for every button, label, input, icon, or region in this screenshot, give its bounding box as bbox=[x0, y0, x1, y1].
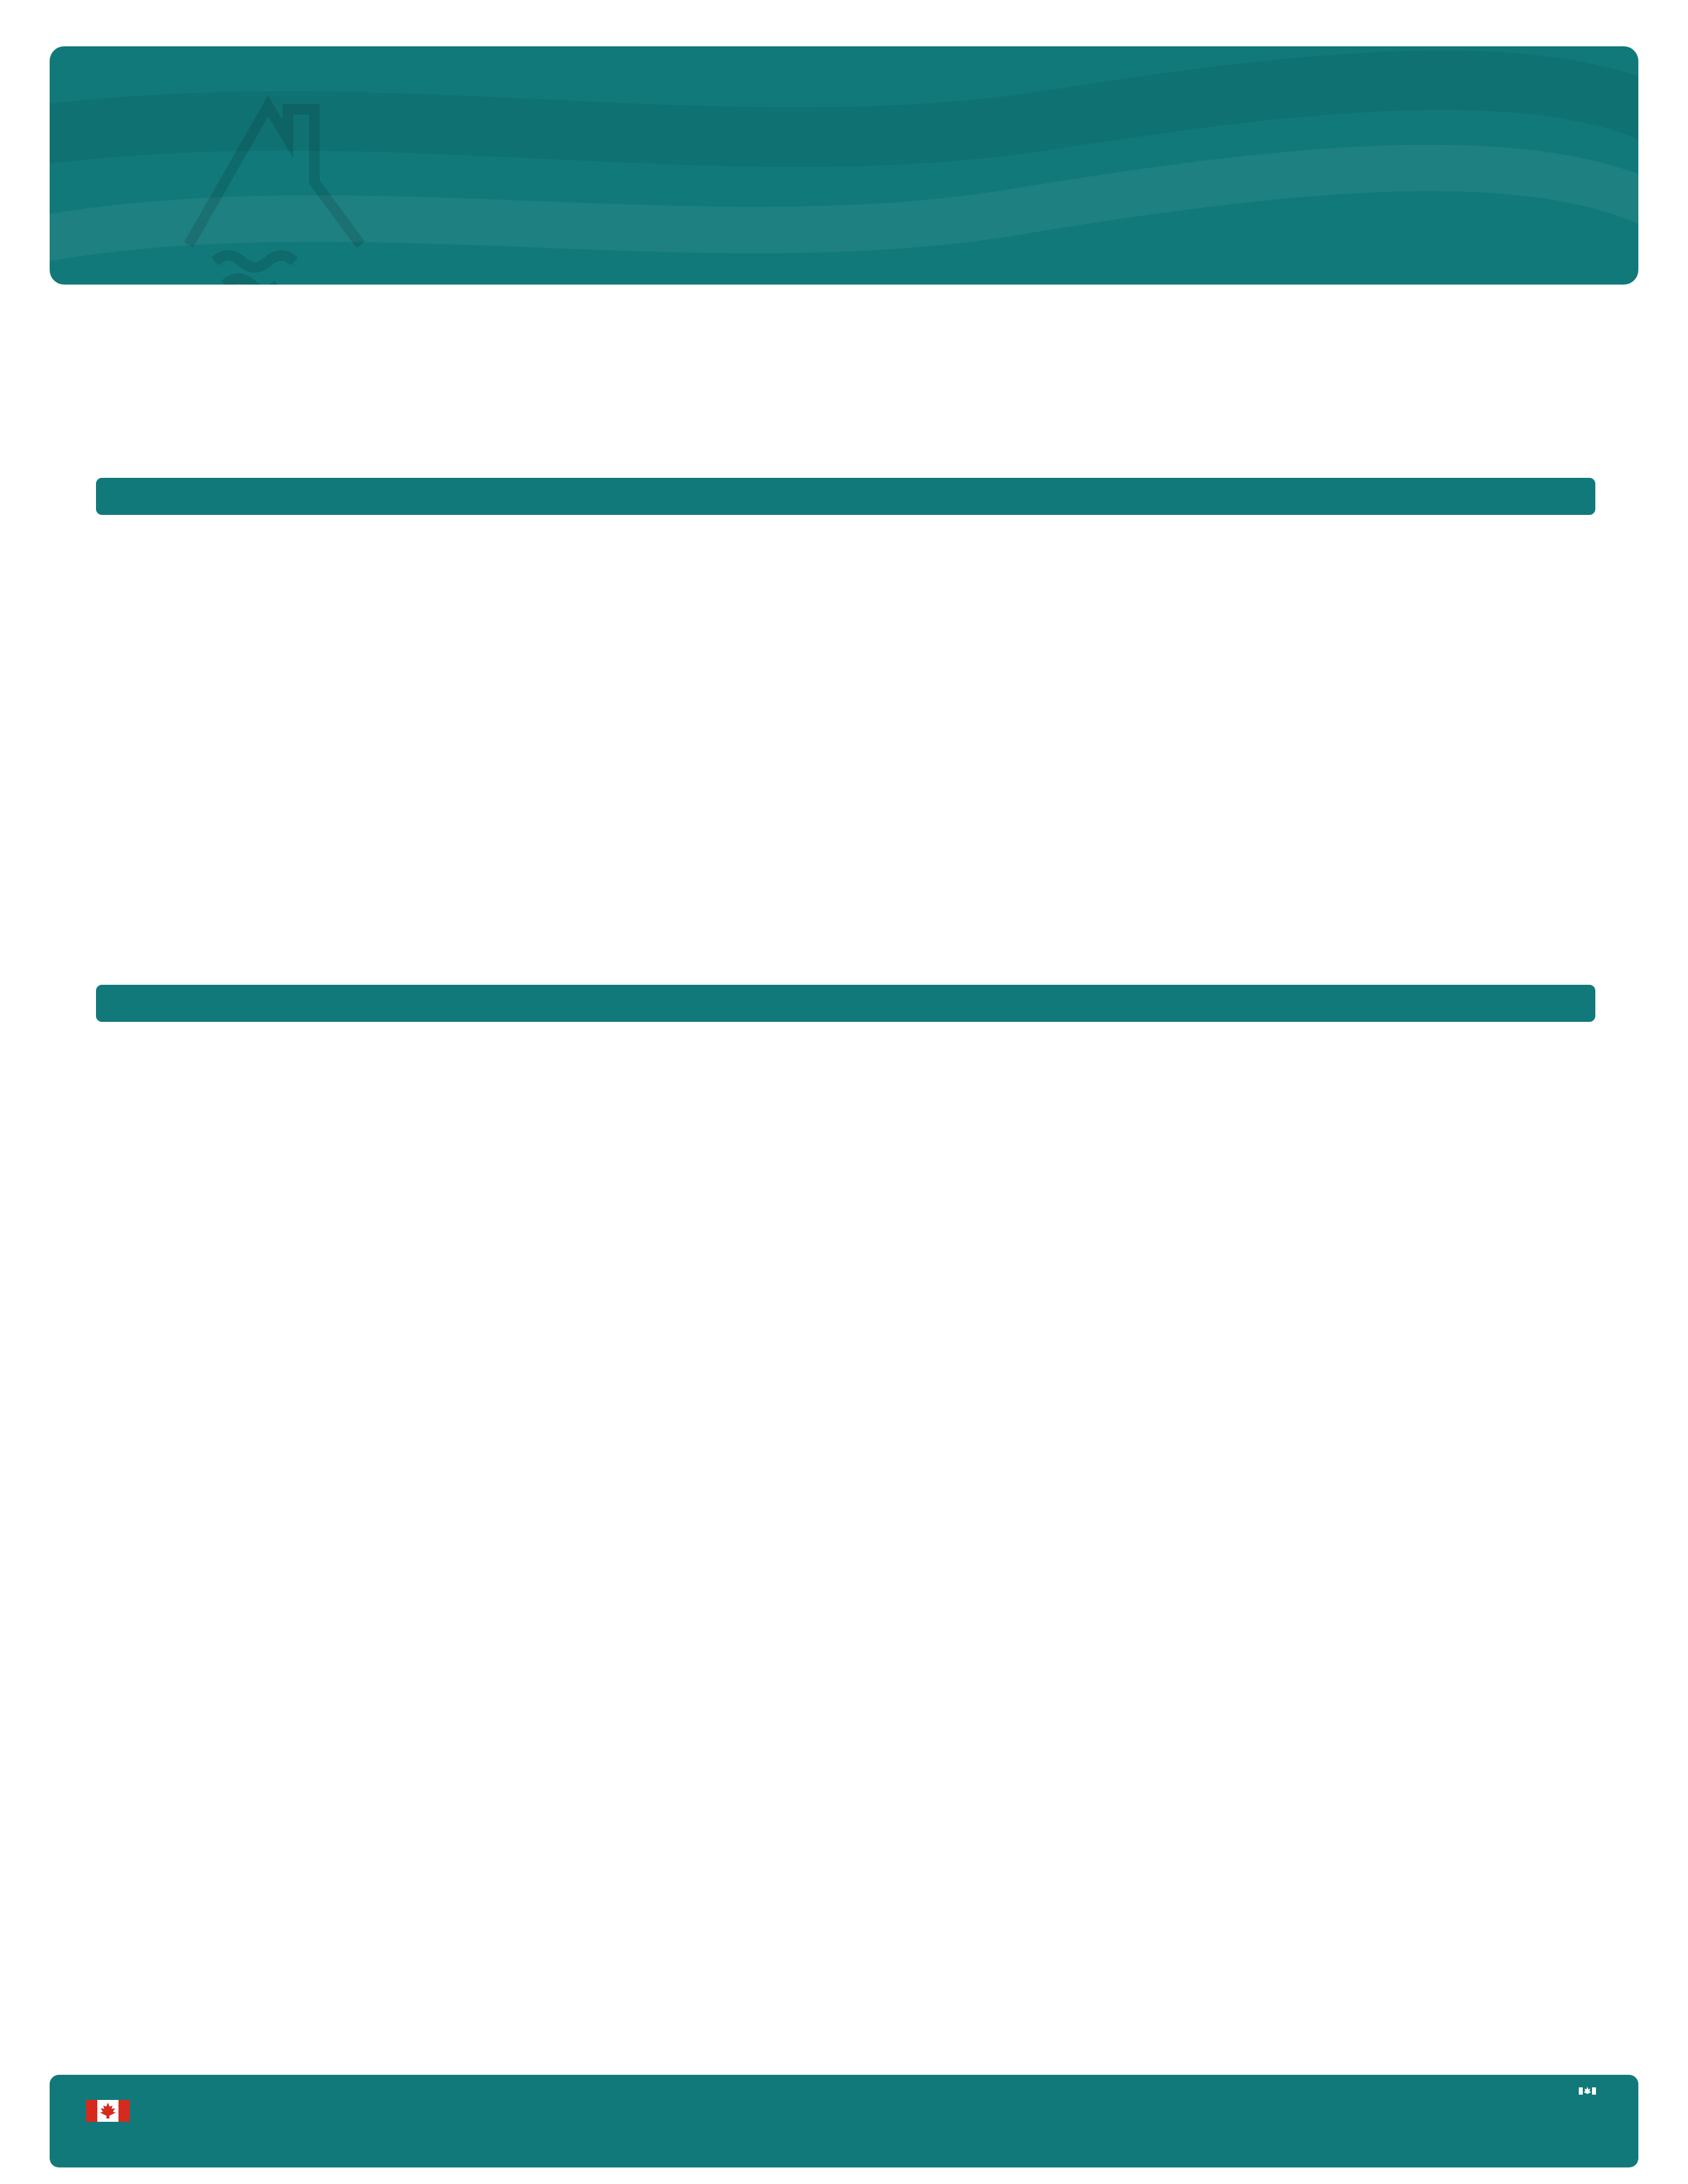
precipitation-map bbox=[298, 1038, 1000, 1980]
section-map-title bbox=[96, 985, 1595, 1022]
goc-signature bbox=[86, 2100, 173, 2122]
goc-footer bbox=[50, 2075, 1638, 2167]
histogram-legend bbox=[83, 527, 1605, 556]
canada-flag-icon bbox=[86, 2100, 130, 2122]
header-watermark bbox=[50, 50, 1638, 285]
precipitation-histogram bbox=[146, 556, 1536, 979]
section-histogram-title bbox=[96, 478, 1595, 515]
flood-house-icon bbox=[184, 95, 365, 285]
map-legend-panel bbox=[1258, 1137, 1615, 1183]
histogram-block bbox=[83, 527, 1605, 979]
wordmark-flag-icon bbox=[1579, 2087, 1596, 2095]
map-canvas bbox=[298, 1038, 1000, 1980]
report-header bbox=[50, 46, 1638, 285]
